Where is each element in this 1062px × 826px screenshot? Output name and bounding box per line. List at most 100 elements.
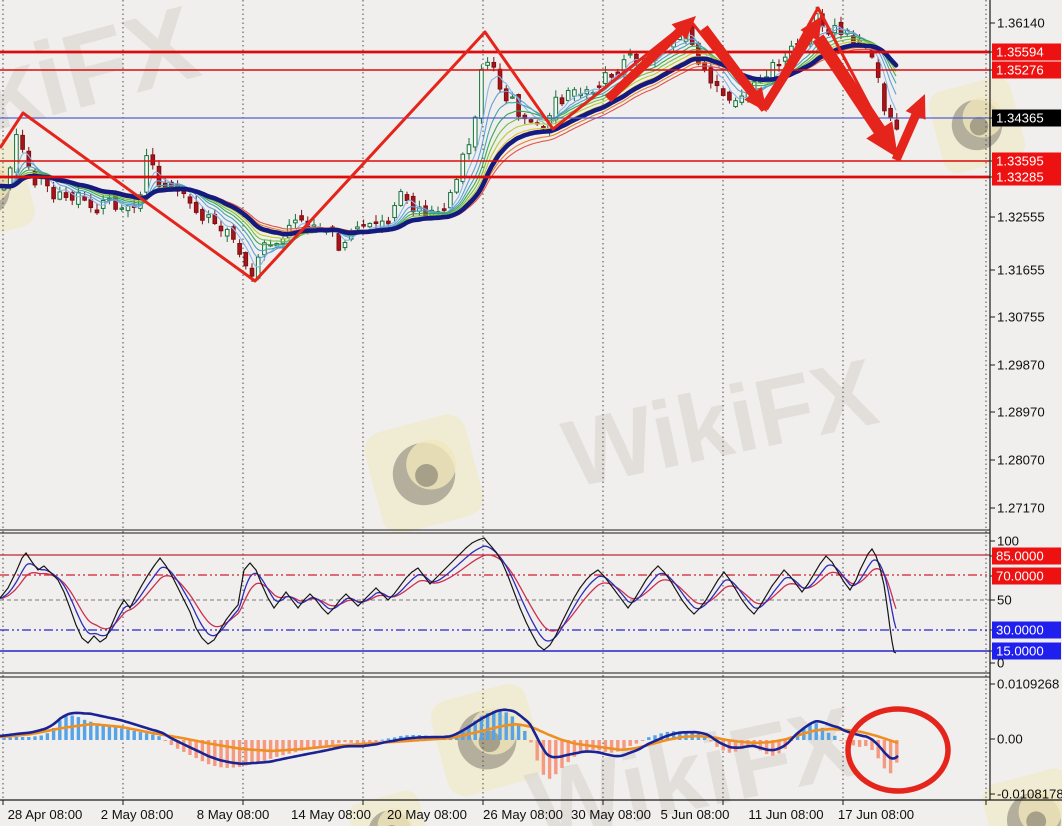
candle-body [243,252,249,267]
candle-body [262,242,267,256]
macd-bar-negative [895,740,899,763]
stochastic-slow-line [0,554,897,632]
candle-body [596,85,602,88]
macd-bar-negative [566,740,570,763]
candle-body [187,196,193,204]
macd-bar-positive [2,737,6,740]
candle-body [739,95,745,103]
macd-bar-positive [671,731,676,740]
logo-eagle-cut [377,808,413,826]
wikifx-text-watermark: WikiFX [555,339,886,508]
macd-bar-positive [58,720,62,740]
macd-bar-negative [547,740,552,779]
macd-bar-positive [126,729,130,740]
macd-bar-negative [597,740,601,751]
macd-bar-positive [653,735,657,740]
macd-bar-negative [312,740,316,749]
macd-bar-positive [473,720,477,740]
time-axis-label: 14 May 08:00 [291,807,371,822]
macd-layer [0,708,899,779]
time-axis-label: 17 Jun 08:00 [838,807,914,822]
macd-bar-negative [163,740,167,741]
macd-bar-negative [622,740,626,749]
candle-body [200,209,205,221]
logo-eagle-head [415,464,438,487]
macd-bar-negative [535,740,539,761]
candle-body [76,191,81,205]
candle-body [398,191,404,206]
macd-bar-negative [876,740,880,759]
candle-body [88,199,94,209]
macd-bar-negative [306,740,310,750]
candle-body [237,242,242,255]
macd-bar-positive [27,737,31,740]
wikifx-text-watermark: WikiFX [519,685,868,826]
candle-body [336,233,342,251]
macd-bar-negative [628,740,632,746]
macd-bar-negative [219,740,223,768]
macd-bar-positive [479,716,484,740]
macd-bar-negative [244,740,248,766]
macd-bar-negative [733,740,738,752]
macd-bar-positive [380,739,384,741]
macd-bar-positive [120,728,124,740]
macd-bar-negative [318,740,322,748]
price-axis-label: 1.28970 [997,405,1045,420]
trend-arrow-shaft [604,27,684,103]
candle-body [280,238,286,244]
candle-body [720,88,726,96]
candle-body [367,222,373,228]
price-axis-label: 1.27170 [997,501,1045,516]
candle-body [491,61,497,68]
macd-bar-positive [113,727,118,740]
wikifx-logo-watermark [364,414,484,534]
macd-bar-positive [157,736,161,740]
macd-bar-negative [343,740,347,743]
trend-arrow-shaft [760,31,815,111]
macd-bar-negative [839,740,843,741]
macd-bar-negative [758,740,763,751]
macd-bar-negative [231,740,236,768]
price-axis-label: 1.28070 [997,453,1045,468]
macd-bar-positive [659,733,663,740]
candle-body [373,221,379,225]
levels-layer [0,50,990,179]
trend-arrow-shaft [891,111,921,162]
candle-body [603,72,608,84]
macd-bar-negative [740,740,744,750]
candle-body [311,224,317,228]
trend-arrow-head [905,94,926,120]
candle-body [119,207,125,210]
borders-layer [0,0,1062,805]
oscillator-axis-label: 50 [997,593,1012,608]
oscillator-axis-label: 0 [997,656,1004,671]
macd-main-line [0,708,899,766]
macd-bar-negative [250,740,254,764]
macd-bar-positive [14,737,19,740]
time-axis-label: 8 May 08:00 [197,807,270,822]
macd-bar-negative [857,740,862,747]
macd-bar-negative [368,740,372,743]
price-axis-label: 1.30755 [997,310,1045,325]
oscillator-axis-label: 85.0000 [996,549,1044,564]
candle-body [714,81,720,87]
trend-arrow-head [866,121,898,158]
stochastic-fast-line [0,537,897,654]
candle-body [150,154,156,166]
macd-bar-negative [560,740,564,768]
candle-body [503,88,509,102]
macd-bar-positive [151,734,155,740]
macd-bar-negative [337,740,341,744]
macd-bar-negative [609,740,614,753]
candle-body [782,56,788,62]
macd-bar-negative [634,740,639,744]
candle-body [51,186,56,200]
macd-bar-negative [293,740,298,753]
annotation-layer [0,6,926,283]
macd-bar-negative [715,740,719,747]
macd-bar-negative [870,740,874,750]
candle-body [776,64,782,67]
macd-bar-negative [709,740,713,742]
